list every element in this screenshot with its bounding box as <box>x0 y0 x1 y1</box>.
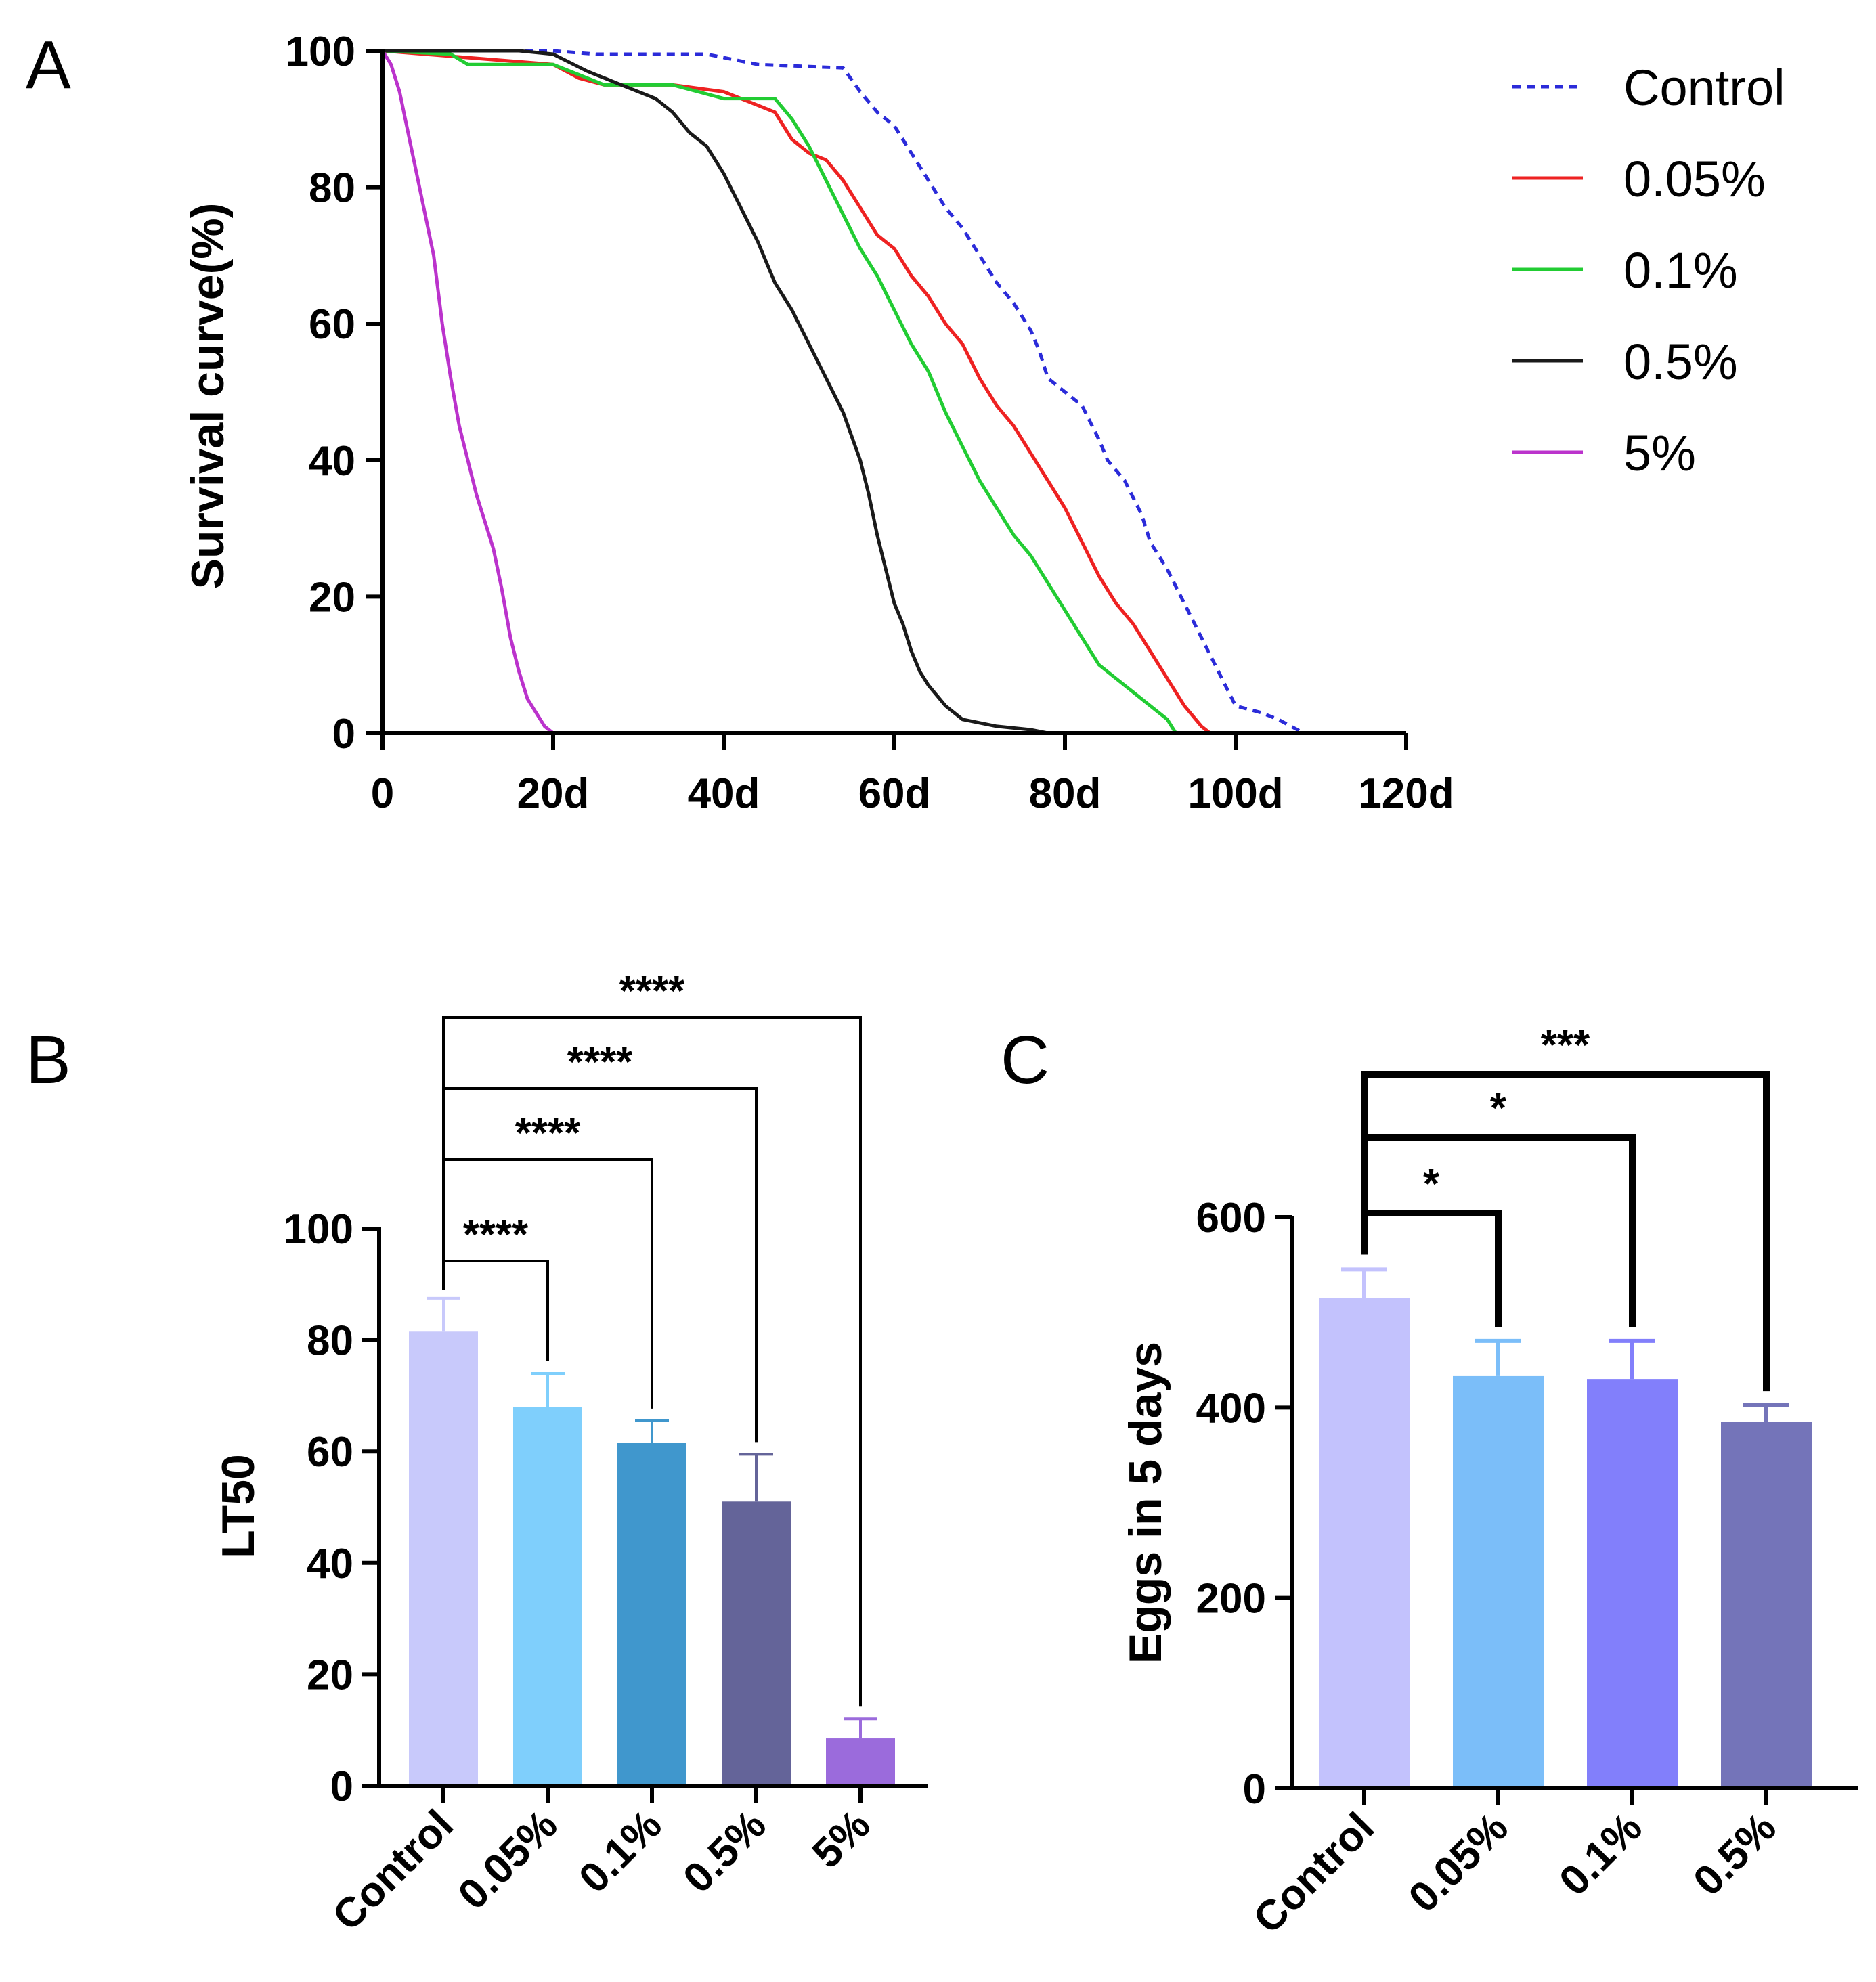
lt50-y-tick-label: 20 <box>307 1652 353 1698</box>
lt50-bar-4 <box>826 1738 895 1786</box>
lt50-significance-label-1: **** <box>515 1110 581 1157</box>
lt50-y-tick-label: 80 <box>307 1318 353 1365</box>
eggs-x-tick-label: 0.5% <box>1684 1804 1785 1905</box>
lt50-bar-1 <box>513 1407 582 1786</box>
lt50-bar-0 <box>409 1331 478 1786</box>
lt50-x-tick-label: 0.5% <box>674 1801 775 1902</box>
eggs-y-tick-label: 200 <box>1196 1576 1266 1623</box>
survival-series-4 <box>380 49 554 734</box>
lt50-x-tick-label: 0.1% <box>570 1801 671 1902</box>
panel-label-b: B <box>26 1022 71 1098</box>
legend-label-2: 0.1% <box>1623 242 1738 299</box>
legend-label-0: Control <box>1623 60 1785 116</box>
survival-y-tick-label: 100 <box>286 28 355 75</box>
lt50-x-tick-label: Control <box>324 1801 462 1940</box>
eggs-significance-label-1: * <box>1490 1085 1507 1132</box>
eggs-y-tick-label: 400 <box>1196 1385 1266 1432</box>
survival-x-tick-label: 100d <box>1187 770 1283 817</box>
eggs-bar-2 <box>1587 1379 1678 1788</box>
survival-x-tick-label: 120d <box>1358 770 1454 817</box>
survival-x-tick-label: 60d <box>858 770 931 817</box>
eggs-significance-label-0: * <box>1423 1161 1440 1208</box>
lt50-x-tick-label: 0.05% <box>450 1801 567 1918</box>
legend-label-4: 5% <box>1623 425 1696 481</box>
survival-x-tick-label: 80d <box>1029 770 1101 817</box>
eggs-y-tick-label: 600 <box>1196 1195 1266 1241</box>
lt50-significance-bracket-3 <box>442 1016 862 1707</box>
lt50-bar-2 <box>617 1443 686 1786</box>
lt50-y-tick-label: 0 <box>330 1763 353 1810</box>
lt50-bar-3 <box>722 1501 791 1786</box>
eggs-bar-0 <box>1319 1298 1410 1788</box>
eggs-y-label: Eggs in 5 days <box>1120 1342 1171 1664</box>
survival-x-tick-label: 20d <box>517 770 590 817</box>
survival-chart: 0 20 40 60 80 100 0 20d 40d 60d 80d 100d 120d Surviv… <box>182 28 1785 817</box>
survival-series-2 <box>382 49 1177 734</box>
eggs-x-tick-label: Control <box>1244 1804 1383 1943</box>
survival-x-tick-label: 40d <box>688 770 760 817</box>
panel-label-a: A <box>26 27 71 103</box>
lt50-significance-label-3: **** <box>619 968 685 1015</box>
survival-y-label: Survival curve(%) <box>182 203 234 590</box>
lt50-significance-bracket-2 <box>442 1087 758 1443</box>
survival-axes: 0 20 40 60 80 100 0 20d 40d 60d 80d 100d 120d <box>286 28 1454 817</box>
survival-y-tick-label: 60 <box>309 301 355 348</box>
legend-label-3: 0.5% <box>1623 334 1738 390</box>
eggs-x-tick-label: 0.05% <box>1400 1804 1517 1921</box>
lt50-y-tick-label: 60 <box>307 1429 353 1476</box>
survival-x-tick-label: 0 <box>371 770 394 817</box>
survival-series-1 <box>382 49 1211 734</box>
eggs-significance-bracket-2 <box>1361 1071 1770 1392</box>
legend-label-1: 0.05% <box>1623 151 1766 207</box>
eggs-y-tick-label: 0 <box>1243 1766 1266 1813</box>
survival-y-tick-label: 20 <box>309 574 355 621</box>
survival-series-0 <box>383 49 1305 735</box>
survival-series-3 <box>383 49 1049 735</box>
legend: Control 0.05% 0.1% 0.5% 5% <box>1512 60 1785 481</box>
survival-y-tick-label: 0 <box>332 711 355 757</box>
survival-y-tick-label: 80 <box>309 165 355 212</box>
eggs-bar-3 <box>1721 1422 1812 1788</box>
survival-lines <box>380 49 1305 735</box>
eggs-significance-label-2: *** <box>1541 1022 1590 1069</box>
lt50-y-label: LT50 <box>213 1454 264 1558</box>
lt50-significance-label-0: **** <box>463 1212 529 1258</box>
lt50-y-tick-label: 40 <box>307 1541 353 1587</box>
lt50-significance-label-2: **** <box>567 1039 633 1086</box>
eggs-bar-1 <box>1453 1375 1544 1788</box>
lt50-y-tick-label: 100 <box>284 1206 353 1253</box>
eggs-x-tick-label: 0.1% <box>1550 1804 1651 1905</box>
panel-label-c: C <box>1001 1022 1049 1098</box>
survival-y-tick-label: 40 <box>309 438 355 485</box>
lt50-x-tick-label: 5% <box>804 1801 879 1877</box>
